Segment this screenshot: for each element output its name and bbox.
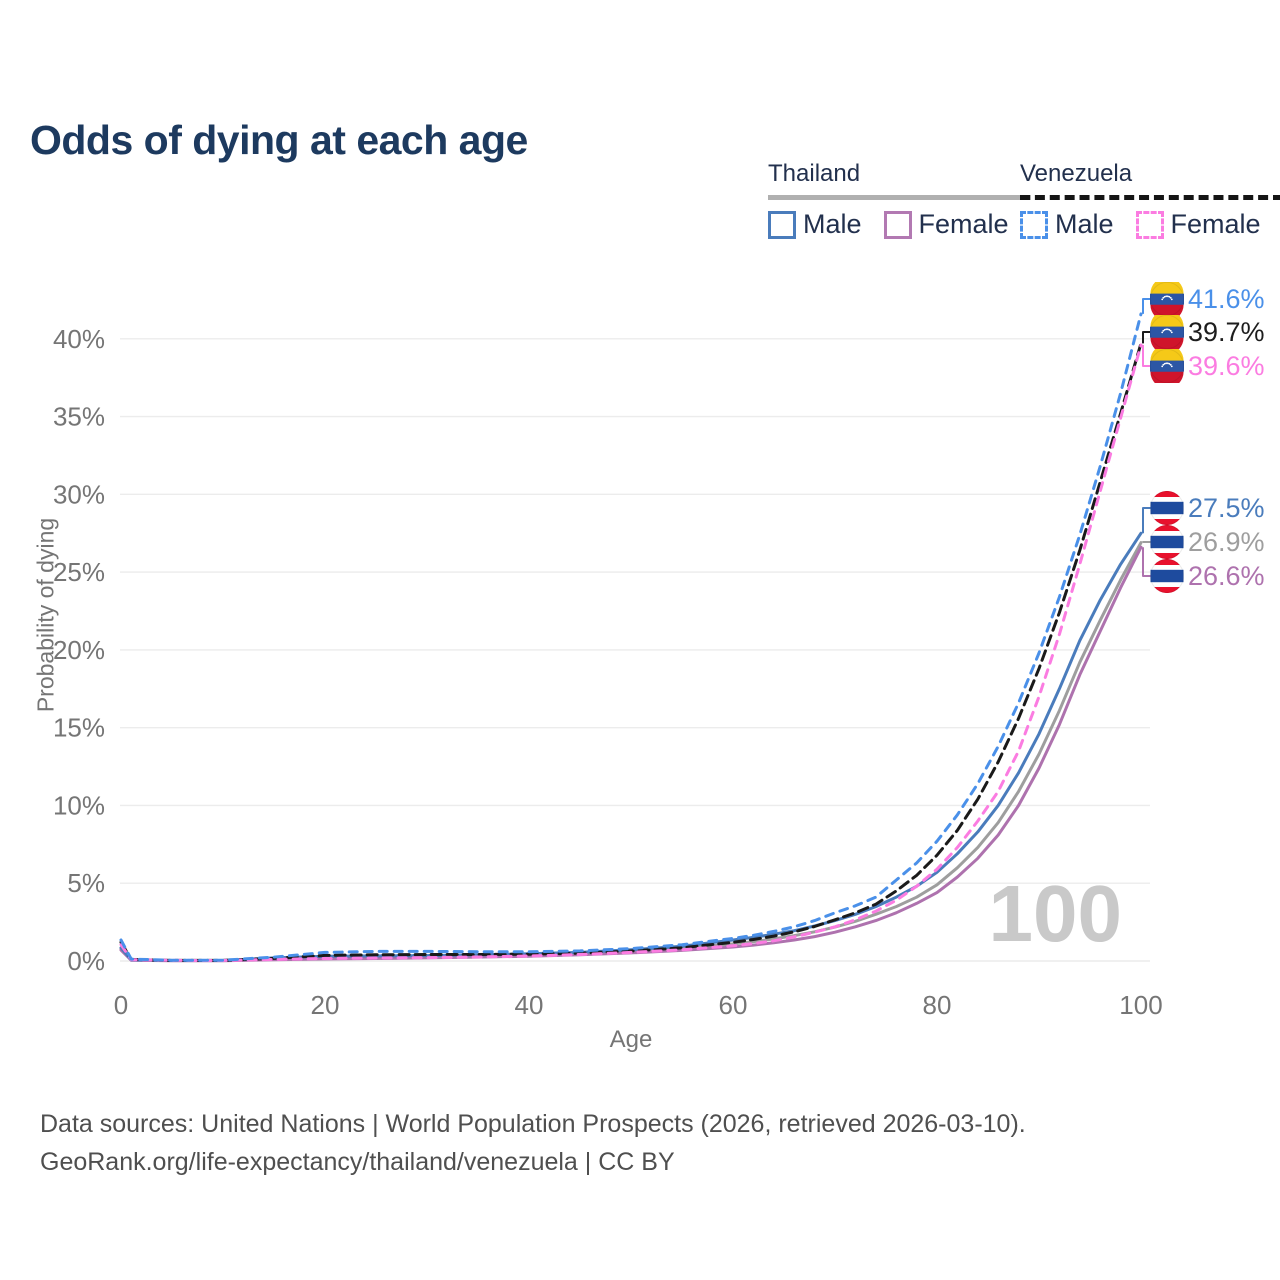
y-tick-label: 5%	[67, 868, 105, 898]
end-label-value: 39.7%	[1188, 316, 1265, 347]
x-tick-label: 100	[1119, 990, 1162, 1020]
end-label-value: 26.6%	[1188, 560, 1265, 591]
legend-swatch-female	[883, 210, 912, 239]
venezuela-flag-icon	[1150, 315, 1184, 349]
end-label-value: 27.5%	[1188, 492, 1265, 523]
venezuela-flag-icon	[1150, 282, 1184, 316]
legend-item-venezuela-male[interactable]: Male	[1020, 209, 1114, 240]
legend-item-thailand-female[interactable]: Female	[883, 209, 1009, 240]
end-label-connector	[1142, 345, 1151, 367]
end-label-thailand-female: 26.6%	[1150, 559, 1265, 593]
x-tick-label: 20	[311, 990, 340, 1020]
end-label-connector	[1142, 547, 1151, 577]
y-tick-label: 0%	[67, 946, 105, 976]
x-tick-label: 40	[515, 990, 544, 1020]
legend-swatch-male	[768, 210, 796, 239]
legend-thailand-overall-line-sample	[768, 195, 1031, 200]
end-label-venezuela-male: 41.6%	[1150, 282, 1265, 316]
data-sources-text: Data sources: United Nations | World Pop…	[40, 1110, 1026, 1138]
thailand-flag-icon	[1150, 559, 1184, 593]
legend-item-label: Male	[1055, 209, 1114, 239]
thailand-flag-icon	[1150, 525, 1184, 559]
attribution-text: GeoRank.org/life-expectancy/thailand/ven…	[40, 1148, 675, 1176]
y-tick-label: 15%	[53, 713, 105, 743]
legend-country-label[interactable]: Venezuela	[1020, 160, 1133, 187]
x-tick-label: 60	[719, 990, 748, 1020]
series-line-thailand-female[interactable]	[119, 545, 1143, 963]
series-line-venezuela-overall[interactable]	[119, 341, 1143, 962]
end-label-connector	[1142, 507, 1151, 534]
legend-group-thailand: Thailand Male Female	[768, 160, 1031, 240]
y-tick-label: 25%	[53, 557, 105, 587]
y-tick-label: 10%	[53, 790, 105, 820]
hover-age-watermark: 100	[989, 869, 1122, 958]
end-label-venezuela-female: 39.6%	[1150, 349, 1265, 383]
x-tick-label: 0	[114, 990, 128, 1020]
end-label-venezuela-overall: 39.7%	[1150, 315, 1265, 349]
y-tick-label: 40%	[53, 324, 105, 354]
end-label-connector	[1142, 331, 1151, 344]
legend-swatch-female	[1135, 210, 1164, 239]
legend-venezuela-overall-line-sample	[1020, 195, 1280, 200]
end-label-thailand-male: 27.5%	[1150, 491, 1265, 525]
legend-swatch-male	[1020, 210, 1048, 239]
venezuela-flag-icon	[1150, 349, 1184, 383]
legend-item-label: Male	[803, 209, 862, 239]
legend-item-venezuela-female[interactable]: Female	[1135, 209, 1261, 240]
y-tick-label: 35%	[53, 402, 105, 432]
legend-group-venezuela: Venezuela Male Female	[1020, 160, 1280, 240]
end-label-value: 39.6%	[1188, 350, 1265, 381]
legend-item-label: Female	[918, 209, 1009, 239]
end-label-thailand-overall: 26.9%	[1150, 525, 1265, 559]
x-axis-title: Age	[609, 1026, 653, 1053]
series-line-venezuela-male[interactable]	[119, 312, 1143, 962]
end-label-value: 41.6%	[1188, 283, 1265, 314]
y-tick-label: 30%	[53, 479, 105, 509]
end-label-value: 26.9%	[1188, 526, 1265, 557]
x-tick-label: 80	[923, 990, 952, 1020]
legend-country-label[interactable]: Thailand	[768, 160, 861, 187]
series-line-venezuela-female[interactable]	[119, 343, 1143, 962]
thailand-flag-icon	[1150, 491, 1184, 525]
y-axis-title: Probability of dying	[32, 517, 59, 713]
page-title: Odds of dying at each age	[30, 117, 528, 164]
end-label-connector	[1142, 541, 1151, 543]
end-label-connector	[1142, 298, 1151, 314]
legend-item-label: Female	[1170, 209, 1261, 239]
legend-item-thailand-male[interactable]: Male	[768, 209, 862, 240]
y-tick-label: 20%	[53, 635, 105, 665]
